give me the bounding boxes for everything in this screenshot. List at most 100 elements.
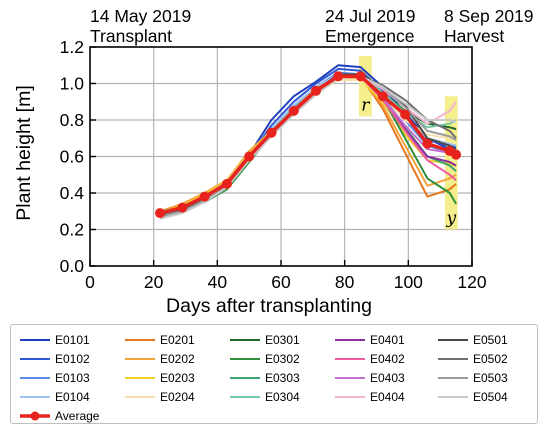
legend-item-e0201: E0201 <box>124 333 224 348</box>
legend-label: E0102 <box>55 352 90 366</box>
legend-item-e0504: E0504 <box>437 390 537 405</box>
legend-swatch <box>335 377 365 379</box>
legend-label: E0503 <box>473 371 508 385</box>
x-tick-label: 100 <box>394 272 423 292</box>
legend-item-e0501: E0501 <box>437 333 537 348</box>
legend-item-e0404: E0404 <box>334 390 434 405</box>
legend-label: E0502 <box>473 352 508 366</box>
x-tick-label: 0 <box>85 272 95 292</box>
legend-swatch <box>335 339 365 341</box>
legend-label: E0203 <box>160 371 195 385</box>
harvest-label: Harvest <box>444 26 505 46</box>
y-tick-label: 1.0 <box>60 74 85 94</box>
legend-item-e0301: E0301 <box>229 333 329 348</box>
legend-item-e0102: E0102 <box>19 352 119 367</box>
legend-item-e0203: E0203 <box>124 371 224 386</box>
average-point <box>400 109 411 120</box>
harvest-date: 8 Sep 2019 <box>444 6 534 26</box>
legend-item-e0303: E0303 <box>229 371 329 386</box>
x-tick-label: 20 <box>144 272 164 292</box>
legend-swatch <box>125 339 155 341</box>
legend-label: E0504 <box>473 390 508 404</box>
legend-label: Average <box>55 409 100 423</box>
legend-swatch <box>230 339 260 341</box>
legend-item-e0302: E0302 <box>229 352 329 367</box>
legend-label: E0501 <box>473 333 508 347</box>
average-point <box>266 127 277 138</box>
legend-swatch <box>230 358 260 360</box>
legend-swatch <box>438 396 468 398</box>
legend-label: E0202 <box>160 352 195 366</box>
highlight-label-r: r <box>361 95 370 115</box>
average-point <box>288 105 299 116</box>
average-point <box>451 149 462 160</box>
x-tick-label: 80 <box>335 272 355 292</box>
plant-height-chart: ry 0 20 40 60 80 100 1200.00.20.40.60.81.01.2 … <box>13 37 487 317</box>
y-tick-label: 0.4 <box>60 183 85 203</box>
legend-swatch <box>230 396 260 398</box>
legend-label: E0403 <box>370 371 405 385</box>
legend-label: E0103 <box>55 371 90 385</box>
average-point <box>311 85 322 96</box>
legend-item-e0103: E0103 <box>19 371 119 386</box>
legend-label: E0204 <box>160 390 195 404</box>
legend-label: E0401 <box>370 333 405 347</box>
average-point <box>377 91 388 102</box>
legend-label: E0301 <box>265 333 300 347</box>
axis-ticks: 0 20 40 60 80 100 120 0.0 0.2 0.4 0.6 0.8 1.0 1.2 <box>60 37 487 292</box>
emergence-date: 24 Jul 2019 <box>325 6 416 26</box>
average-series <box>155 71 462 219</box>
legend-label: E0101 <box>55 333 90 347</box>
legend-label: E0302 <box>265 352 300 366</box>
legend-swatch <box>125 396 155 398</box>
average-point <box>177 202 188 213</box>
legend-swatch <box>20 339 50 341</box>
y-axis-label: Plant height [m] <box>13 85 35 221</box>
average-point <box>221 178 232 189</box>
legend-swatch <box>20 377 50 379</box>
average-point <box>199 191 210 202</box>
average-point <box>244 151 255 162</box>
legend-swatch-marker <box>30 411 40 421</box>
emergence-label: Emergence <box>325 26 415 46</box>
legend-item-e0101: E0101 <box>19 333 119 348</box>
legend-label: E0303 <box>265 371 300 385</box>
y-tick-label: 1.2 <box>60 37 84 57</box>
legend-swatch <box>125 358 155 360</box>
legend-label: E0304 <box>265 390 300 404</box>
legend-item-e0401: E0401 <box>334 333 434 348</box>
transplant-date: 14 May 2019 <box>90 6 192 26</box>
average-point <box>333 71 344 82</box>
legend-swatch <box>20 358 50 360</box>
legend-item-e0204: E0204 <box>124 390 224 405</box>
legend-swatch <box>125 377 155 379</box>
y-tick-label: 0.2 <box>60 220 84 240</box>
legend-swatch <box>438 339 468 341</box>
average-point <box>155 208 166 219</box>
legend-item-e0503: E0503 <box>437 371 537 386</box>
legend-swatch <box>20 411 50 421</box>
transplant-label: Transplant <box>90 26 173 46</box>
legend-swatch <box>438 377 468 379</box>
legend: E0101 E0102 E0103 E0104 E0201 E0202 E0203 E0204… <box>10 324 538 424</box>
legend-swatch <box>20 396 50 398</box>
legend-item-e0502: E0502 <box>437 352 537 367</box>
highlight-label-y: y <box>446 209 457 229</box>
x-tick-label: 120 <box>457 272 486 292</box>
legend-swatch <box>335 396 365 398</box>
x-axis-label: Days after transplanting <box>166 295 372 317</box>
legend-item-e0403: E0403 <box>334 371 434 386</box>
average-point <box>422 138 433 149</box>
x-tick-label: 40 <box>208 272 228 292</box>
legend-swatch <box>438 358 468 360</box>
legend-swatch <box>230 377 260 379</box>
x-tick-label: 60 <box>271 272 291 292</box>
legend-label: E0404 <box>370 390 405 404</box>
legend-swatch <box>335 358 365 360</box>
legend-label: E0201 <box>160 333 195 347</box>
y-tick-label: 0.6 <box>60 147 84 167</box>
legend-item-e0304: E0304 <box>229 390 329 405</box>
legend-item-e0104: E0104 <box>19 390 119 405</box>
legend-label: E0104 <box>55 390 90 404</box>
legend-item-e0202: E0202 <box>124 352 224 367</box>
